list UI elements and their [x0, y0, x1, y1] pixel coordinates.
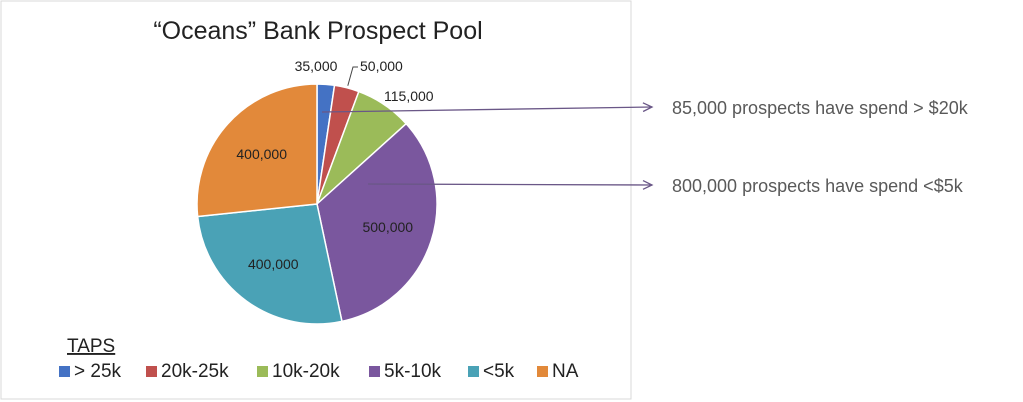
legend-label-5k-10k: 5k-10k [384, 361, 442, 382]
legend-swatch-5k [468, 366, 479, 377]
legend-label-10k-20k: 10k-20k [272, 361, 340, 382]
legend: > 25k 20k-25k 10k-20k 5k-10k <5k NA [59, 361, 579, 382]
data-label-20k-25k: 50,000 [360, 58, 403, 74]
annotation-arrow-line [321, 106, 653, 113]
legend-item-10k-20k: 10k-20k [257, 361, 340, 382]
legend-item-25k: > 25k [59, 361, 122, 382]
legend-swatch-20k-25k [146, 366, 157, 377]
annotation-2: 800,000 prospects have spend <$5k [367, 176, 964, 196]
annotation-text: 85,000 prospects have spend > $20k [672, 98, 969, 118]
chart-title: “Oceans” Bank Prospect Pool [153, 17, 482, 45]
legend-title: TAPS [67, 336, 115, 357]
pie-slices [196, 83, 438, 325]
legend-swatch-5k-10k [369, 366, 380, 377]
legend-item-20k-25k: 20k-25k [146, 361, 229, 382]
pie-slice-5k [196, 203, 343, 325]
legend-item-5k-10k: 5k-10k [369, 361, 442, 382]
legend-label-na: NA [552, 361, 579, 382]
pie-slice-na [196, 83, 318, 218]
legend-item-na: NA [537, 361, 579, 382]
legend-item-5k: <5k [468, 361, 515, 382]
annotation-1: 85,000 prospects have spend > $20k [321, 98, 969, 118]
label-leader-lines [347, 66, 358, 86]
annotation-arrow-line [367, 183, 653, 186]
pie-slice-5k-10k [316, 122, 438, 323]
legend-swatch-na [537, 366, 548, 377]
leader-line-20k-25k [347, 66, 358, 86]
data-label-na: 400,000 [236, 146, 287, 162]
data-label-25k: 35,000 [295, 58, 338, 74]
data-label-5k: 400,000 [248, 256, 299, 272]
legend-label-20k-25k: 20k-25k [161, 361, 229, 382]
legend-label-25k: > 25k [74, 361, 122, 382]
legend-label-5k: <5k [483, 361, 515, 382]
legend-swatch-10k-20k [257, 366, 268, 377]
data-label-10k-20k: 115,000 [384, 88, 434, 104]
annotation-text: 800,000 prospects have spend <$5k [672, 176, 964, 196]
data-label-5k-10k: 500,000 [362, 219, 413, 235]
annotation-arrow-head [642, 102, 654, 113]
annotations: 85,000 prospects have spend > $20k 800,00… [321, 98, 969, 196]
legend-swatch-25k [59, 366, 70, 377]
data-labels: 35,000 50,000 115,000 500,000 400,000 400,000 [236, 58, 433, 272]
annotation-arrow-head [642, 180, 654, 190]
